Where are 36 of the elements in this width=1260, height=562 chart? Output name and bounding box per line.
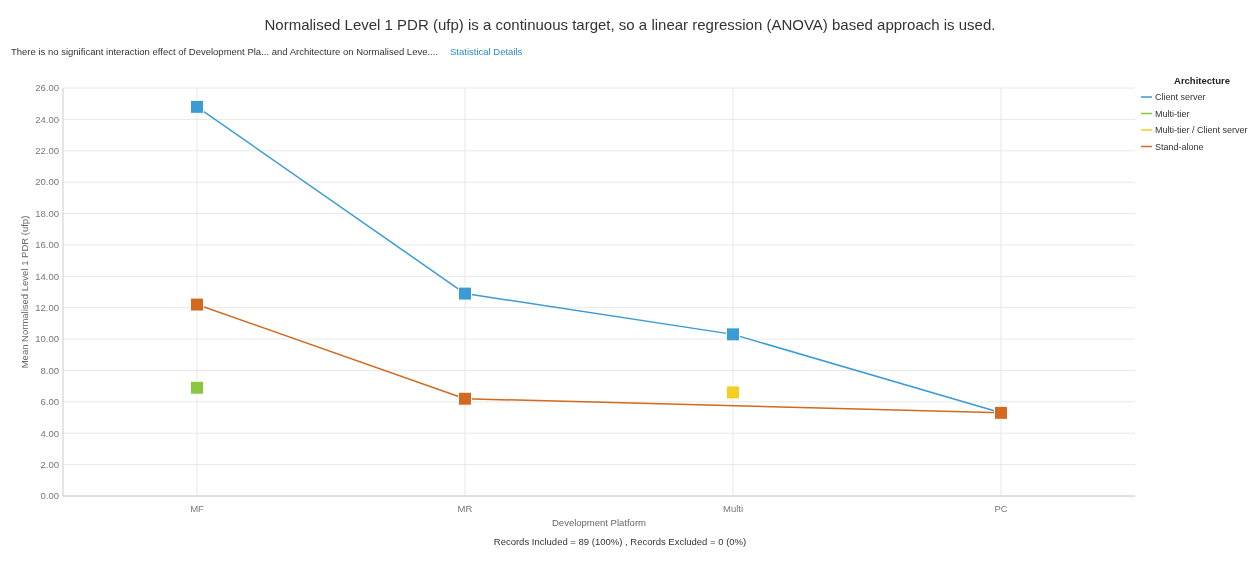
- x-tick-label: PC: [994, 503, 1008, 514]
- point: [726, 385, 740, 400]
- y-tick-label: 24.00: [35, 113, 59, 125]
- y-tick-label: 22.00: [35, 145, 59, 157]
- point: [190, 99, 204, 114]
- y-axis-title: Mean Normalised Level 1 PDR (ufp): [19, 215, 30, 369]
- x-axis-title: Development Platform: [552, 517, 647, 528]
- point: [458, 391, 472, 406]
- y-tick-label: 10.00: [35, 333, 59, 345]
- chart-subtitle: There is no significant interaction effect of Development Pla... and Architecture on Normalised Leve....: [11, 46, 439, 57]
- point: [190, 297, 204, 312]
- y-tick-label: 12.00: [35, 302, 59, 314]
- text: Records Included = 89 (100%) , Records Excluded = 0 (0%): [493, 536, 747, 547]
- text: Statistical Details: [450, 46, 523, 57]
- chart-title: Normalised Level 1 PDR (ufp) is a continuous target, so a linear regression (ANOVA) based approach is used.: [264, 16, 996, 33]
- point: [726, 327, 740, 342]
- legend-title: Architecture: [1174, 75, 1230, 86]
- y-tick-label: 14.00: [35, 270, 59, 282]
- legend-label: Stand-alone: [1155, 141, 1204, 152]
- y-tick-label: 20.00: [35, 176, 59, 188]
- y-tick-label: 8.00: [40, 364, 59, 376]
- x-tick-label: MF: [190, 503, 205, 514]
- point: [190, 380, 204, 395]
- y-tick-label: 18.00: [35, 207, 59, 219]
- y-tick-label: 2.00: [40, 458, 59, 470]
- y-tick-label: 4.00: [40, 427, 59, 439]
- y-tick-label: 16.00: [35, 239, 59, 251]
- legend-label: Client server: [1155, 92, 1206, 103]
- y-tick-label: 26.00: [35, 82, 59, 94]
- x-tick-label: MR: [457, 503, 473, 514]
- legend-label: Multi-tier: [1155, 108, 1190, 119]
- legend-label: Multi-tier / Client server: [1155, 125, 1248, 136]
- y-tick-label: 0.00: [40, 490, 59, 502]
- point: [458, 286, 472, 301]
- y-tick-label: 6.00: [40, 396, 59, 408]
- x-tick-label: Multi: [722, 503, 744, 514]
